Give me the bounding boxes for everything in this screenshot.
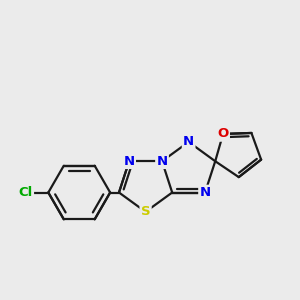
Text: N: N <box>183 135 194 148</box>
Text: N: N <box>157 155 168 168</box>
Text: N: N <box>200 186 211 199</box>
Text: O: O <box>218 128 229 140</box>
Text: S: S <box>141 205 150 218</box>
Text: N: N <box>124 155 135 168</box>
Text: Cl: Cl <box>19 186 33 199</box>
